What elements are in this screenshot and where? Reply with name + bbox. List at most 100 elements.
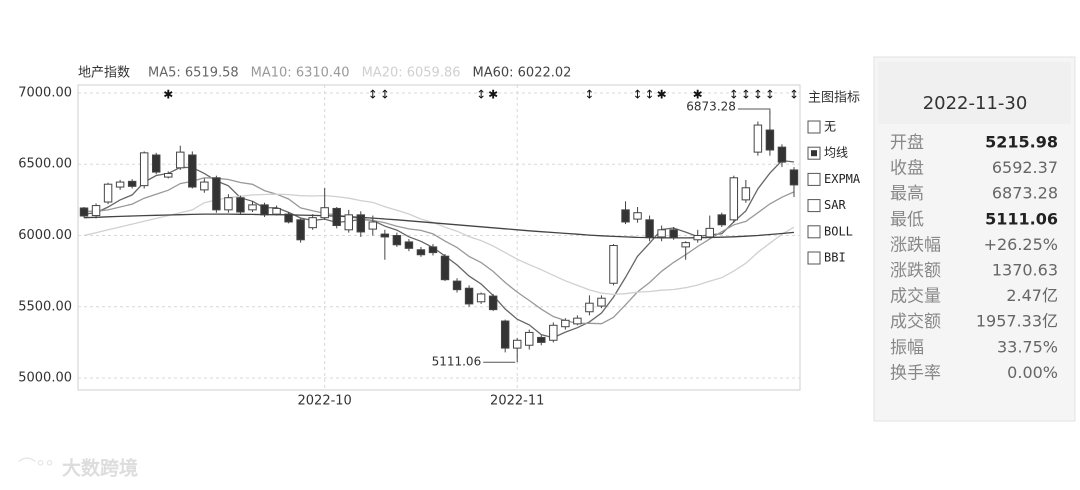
legend-entry: MA60: 6022.02 — [473, 66, 572, 81]
candle-body — [115, 181, 125, 188]
candle-body — [308, 217, 317, 229]
candle-body — [224, 197, 233, 211]
signal-marker: ↕ — [476, 88, 486, 102]
menu-option-label: BOLL — [824, 224, 853, 238]
info-label: 涨跌额 — [890, 261, 941, 281]
y-tick-label: 7000.00 — [18, 85, 72, 100]
candle-body — [621, 209, 630, 223]
checkbox[interactable] — [807, 225, 821, 239]
candle-body — [392, 235, 402, 246]
info-label: 成交量 — [890, 287, 941, 307]
candle-body — [320, 207, 329, 219]
checkbox[interactable] — [807, 120, 821, 134]
info-value: 5215.98 — [985, 133, 1058, 152]
ma-line — [83, 213, 795, 239]
signal-marker: ↕ — [368, 88, 378, 102]
info-value: 1957.33亿 — [976, 312, 1058, 331]
info-label: 涨跌幅 — [890, 235, 941, 255]
candle-body — [488, 295, 498, 311]
info-label: 开盘 — [890, 133, 924, 153]
candle-body — [657, 229, 666, 238]
menu-option[interactable]: 无 — [807, 120, 836, 134]
menu-option-label: BBI — [824, 251, 846, 265]
checkbox[interactable] — [807, 251, 821, 265]
signal-marker: ↕ — [380, 88, 390, 102]
info-date-bg — [878, 62, 1071, 124]
ma-line — [84, 177, 795, 325]
candle-body — [777, 146, 787, 163]
candle-body — [476, 293, 486, 303]
candle-body — [164, 173, 173, 178]
info-value: 1370.63 — [992, 261, 1058, 280]
candle-body — [368, 221, 378, 230]
candle-body — [525, 331, 534, 346]
min-label: 5111.06 — [432, 355, 482, 369]
menu-option[interactable]: 均线 — [807, 146, 848, 160]
candle-body — [428, 246, 438, 254]
signal-marker: ✱ — [693, 88, 703, 102]
info-value: 5111.06 — [985, 209, 1058, 228]
max-label: 6873.28 — [686, 100, 736, 114]
signal-marker: ↕ — [633, 88, 643, 102]
candle-body — [717, 214, 727, 226]
checkbox[interactable] — [807, 172, 821, 186]
menu-option-label: 均线 — [824, 146, 848, 160]
info-label: 成交额 — [890, 312, 941, 332]
x-tick-label: 2022-11 — [490, 394, 544, 409]
menu-title: 主图指标 — [808, 91, 860, 106]
max-arrow — [737, 108, 771, 115]
menu-option[interactable]: BOLL — [807, 224, 853, 239]
y-tick-label: 6000.00 — [18, 228, 72, 243]
candle-body — [176, 151, 185, 169]
candle-body — [681, 242, 690, 248]
info-label: 最高 — [890, 184, 924, 204]
candle-body — [537, 336, 546, 343]
checkbox[interactable] — [807, 199, 821, 213]
menu-option-label: 无 — [824, 120, 836, 134]
y-tick-label: 6500.00 — [18, 157, 72, 172]
menu-option-label: SAR — [824, 198, 846, 212]
y-tick-label: 5000.00 — [18, 371, 72, 386]
candle-body — [729, 177, 739, 221]
candle-body — [573, 317, 582, 325]
legend-entry: MA20: 6059.86 — [362, 66, 461, 81]
legend-entry: MA5: 6519.58 — [148, 66, 239, 81]
candle-body — [212, 177, 221, 211]
candle-body — [789, 169, 799, 186]
watermark: 大数跨境 — [62, 457, 138, 480]
plot-frame — [77, 84, 801, 391]
candle-body — [705, 227, 714, 238]
candle-body — [585, 302, 594, 313]
candle-body — [452, 280, 462, 291]
candle-body — [91, 205, 101, 217]
info-label: 收盘 — [890, 159, 924, 179]
chart-title: 地产指数 — [78, 66, 130, 81]
candle-body — [633, 212, 642, 220]
ma-line — [83, 193, 795, 296]
info-value: 2.47亿 — [1006, 286, 1058, 305]
signal-marker: ↕ — [765, 88, 775, 102]
candle-body — [248, 204, 257, 211]
candle-body — [765, 129, 775, 151]
y-tick-label: 5500.00 — [18, 299, 72, 314]
signal-marker: ↕ — [789, 88, 799, 102]
candle-body — [284, 213, 293, 223]
menu-option[interactable]: BBI — [807, 251, 846, 265]
menu-option[interactable]: EXPMA — [807, 172, 861, 186]
signal-marker: ↕ — [584, 88, 594, 102]
candle-body — [669, 229, 678, 239]
candle-body — [512, 339, 522, 349]
candle-body — [356, 214, 366, 233]
menu-option[interactable]: SAR — [807, 198, 846, 213]
watermark-logo: ⌒°° — [18, 457, 54, 478]
ma-line — [83, 159, 795, 339]
candle-body — [753, 124, 763, 153]
info-label: 最低 — [890, 210, 924, 230]
candle-body — [464, 287, 474, 305]
signal-marker: ✱ — [163, 88, 173, 102]
info-value: +26.25% — [984, 235, 1058, 254]
signal-marker: ↕ — [729, 88, 739, 102]
x-tick-label: 2022-10 — [298, 394, 352, 409]
candle-body — [693, 235, 702, 241]
